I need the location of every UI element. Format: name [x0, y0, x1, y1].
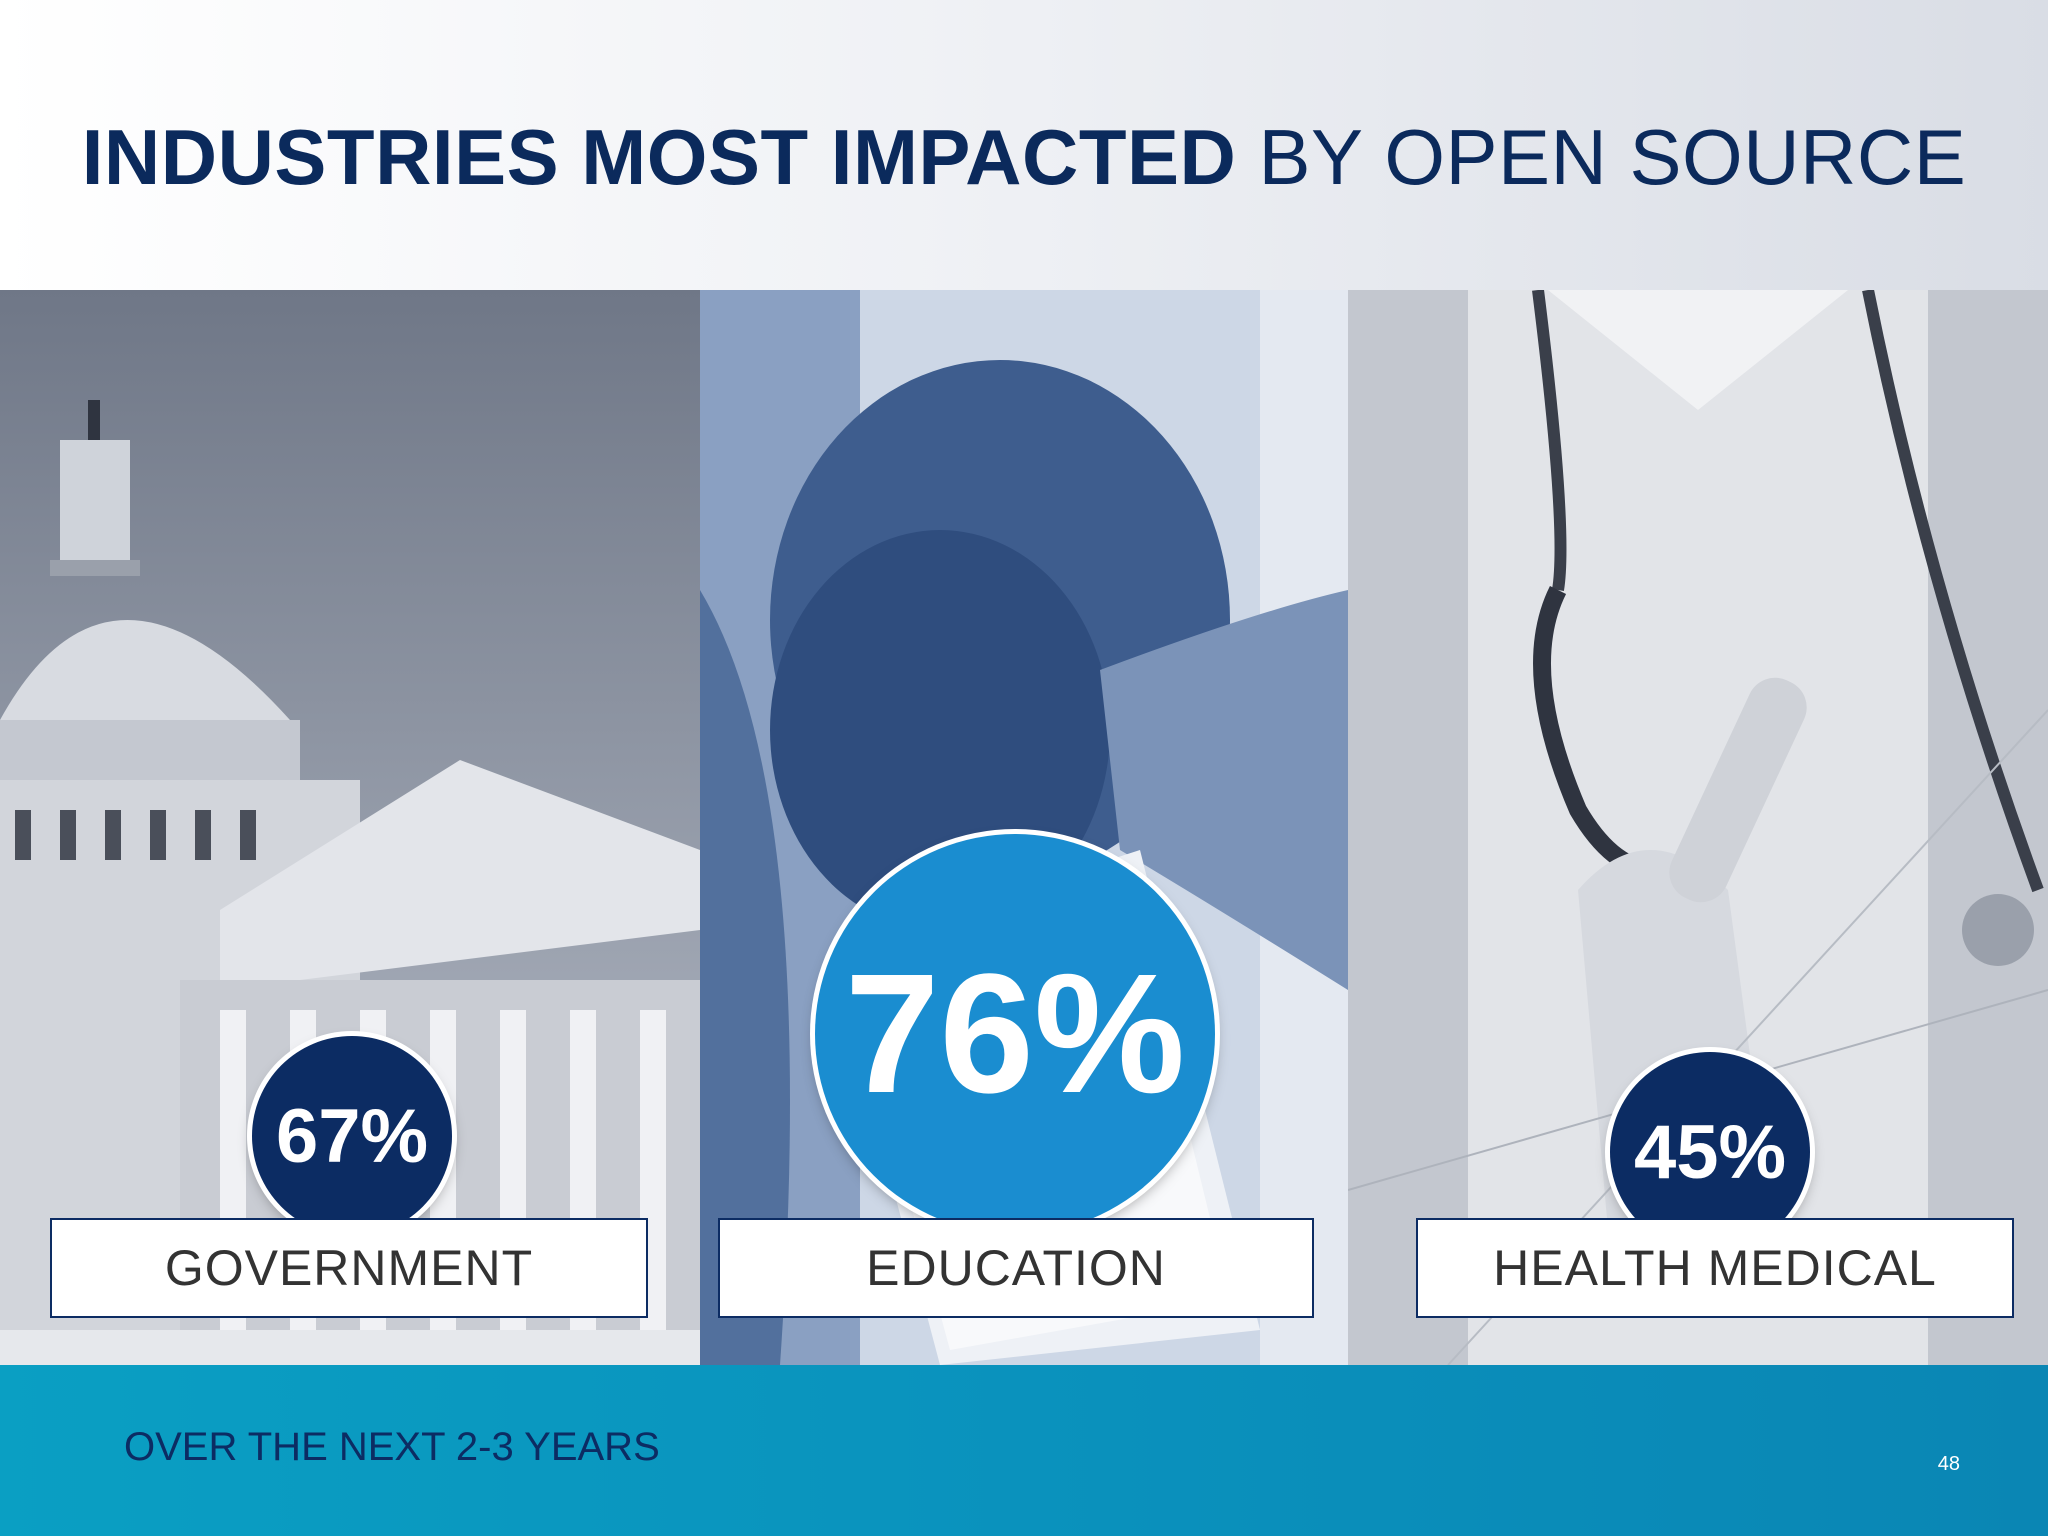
page-number: 48 — [1937, 1453, 1960, 1475]
health-percent: 45% — [1633, 1109, 1787, 1195]
footer-band: OVER THE NEXT 2-3 YEARS 48 — [0, 1365, 2048, 1536]
government-percent-badge: 67% — [252, 1036, 452, 1236]
education-label: EDUCATION — [718, 1218, 1314, 1318]
education-percent-badge: 76% — [815, 834, 1215, 1234]
health-label: HEALTH MEDICAL — [1416, 1218, 2014, 1318]
education-percent: 76% — [844, 939, 1186, 1129]
slide-title-regular: BY OPEN SOURCE — [1258, 113, 1967, 201]
slide-title-bold: INDUSTRIES MOST IMPACTED — [81, 113, 1237, 201]
slide-title: INDUSTRIES MOST IMPACTED BY OPEN SOURCE — [0, 112, 2048, 203]
footer-note: OVER THE NEXT 2-3 YEARS — [124, 1425, 660, 1469]
government-panel: 67% — [0, 290, 700, 1365]
government-percent: 67% — [275, 1093, 429, 1179]
government-label: GOVERNMENT — [50, 1218, 648, 1318]
health-panel: 45% — [1348, 290, 2048, 1365]
slide-header: INDUSTRIES MOST IMPACTED BY OPEN SOURCE — [0, 0, 2048, 290]
